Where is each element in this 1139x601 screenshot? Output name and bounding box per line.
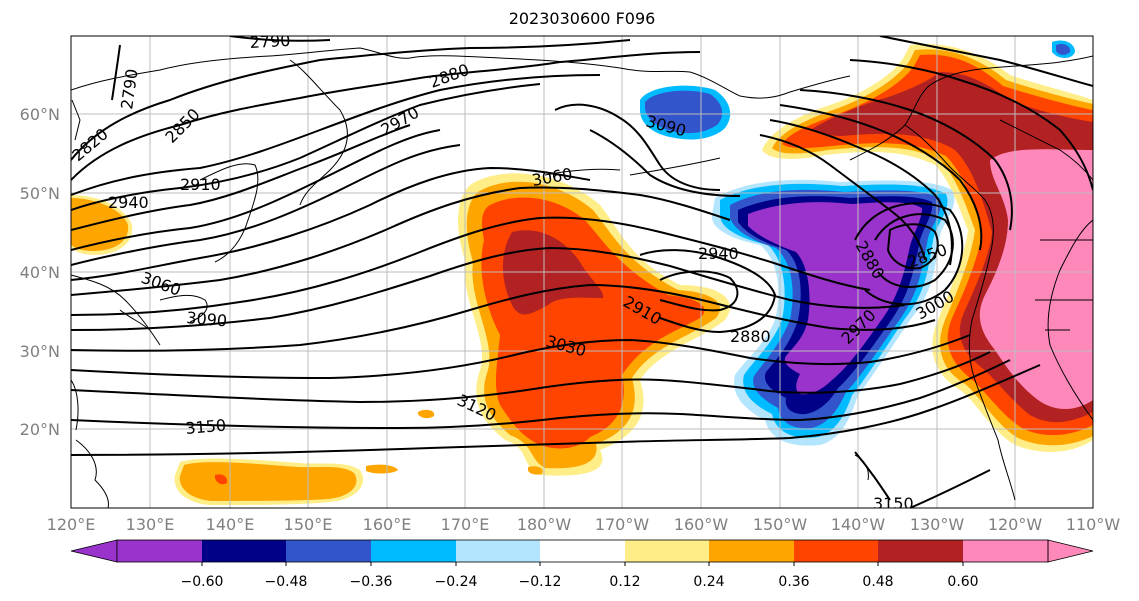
lon-tick-labels: 120°E 130°E 140°E 150°E 160°E 170°E 180°… — [47, 515, 1121, 534]
colorbar-segment — [286, 540, 371, 562]
colorbar-segment — [202, 540, 286, 562]
height-contours — [71, 36, 1093, 508]
colorbar: −0.60 −0.48 −0.36 −0.24 −0.12 0.12 0.24 … — [70, 539, 1094, 590]
lon-tick-label: 120°E — [47, 515, 96, 534]
contour-label: 2940 — [698, 244, 739, 263]
contour-label: 2940 — [108, 193, 149, 212]
contour-label: 2910 — [180, 175, 221, 194]
lon-tick-label: 180°W — [517, 515, 572, 534]
lon-tick-label: 110°W — [1066, 515, 1121, 534]
lon-tick-label: 170°E — [441, 515, 490, 534]
contour-label: 2790 — [249, 31, 291, 52]
colorbar-tick-label: −0.36 — [350, 574, 393, 590]
contour-label: 2880 — [730, 327, 771, 346]
colorbar-tick-label: −0.60 — [181, 574, 224, 590]
colorbar-segment — [117, 540, 202, 562]
map-plot-area: 2790 2790 2820 2850 2880 2970 2910 2940 … — [71, 31, 1093, 513]
colorbar-tick-label: 0.24 — [693, 574, 724, 590]
lon-tick-label: 160°W — [674, 515, 729, 534]
colorbar-tick-label: 0.12 — [609, 574, 640, 590]
anomaly-positive-central-pacific — [458, 173, 730, 476]
anomaly-negative-ne-pacific — [711, 179, 955, 446]
colorbar-tick-label: 0.48 — [862, 574, 893, 590]
anomaly-positive-west-pacific — [71, 195, 543, 505]
colorbar-tick-label: −0.12 — [519, 574, 562, 590]
colorbar-tick-label: 0.36 — [778, 574, 809, 590]
anomaly-negative-bering — [640, 40, 1075, 140]
lon-tick-label: 170°W — [595, 515, 650, 534]
contour-label: 3090 — [186, 308, 228, 330]
lat-tick-label: 30°N — [20, 342, 60, 361]
lon-tick-label: 150°E — [284, 515, 333, 534]
lat-tick-label: 40°N — [20, 263, 60, 282]
colorbar-segment — [709, 540, 794, 562]
colorbar-extend-low — [70, 539, 118, 563]
colorbar-segment — [963, 540, 1048, 562]
lon-tick-label: 160°E — [363, 515, 412, 534]
lon-tick-label: 120°W — [988, 515, 1043, 534]
colorbar-segment — [625, 540, 709, 562]
colorbar-segment — [540, 540, 625, 562]
colorbar-segment — [794, 540, 878, 562]
lat-tick-label: 50°N — [20, 184, 60, 203]
lat-tick-labels: 60°N 50°N 40°N 30°N 20°N — [20, 105, 60, 439]
colorbar-segment — [371, 540, 456, 562]
contour-label: 3150 — [873, 494, 914, 513]
contour-label: 3150 — [185, 416, 227, 438]
colorbar-segment — [878, 540, 963, 562]
colorbar-segment — [456, 540, 540, 562]
lat-tick-label: 20°N — [20, 420, 60, 439]
lat-tick-label: 60°N — [20, 105, 60, 124]
coastlines — [71, 47, 1093, 508]
lon-tick-label: 140°W — [831, 515, 886, 534]
figure-title: 2023030600 F096 — [508, 9, 656, 28]
lon-tick-label: 150°W — [753, 515, 808, 534]
lon-tick-label: 130°W — [910, 515, 965, 534]
colorbar-extend-high — [1047, 539, 1094, 563]
map-frame — [70, 35, 1094, 509]
colorbar-tick-label: 0.60 — [947, 574, 978, 590]
lon-tick-label: 130°E — [126, 515, 175, 534]
colorbar-tick-label: −0.24 — [435, 574, 478, 590]
colorbar-tick-label: −0.48 — [265, 574, 308, 590]
lon-tick-label: 140°E — [206, 515, 255, 534]
